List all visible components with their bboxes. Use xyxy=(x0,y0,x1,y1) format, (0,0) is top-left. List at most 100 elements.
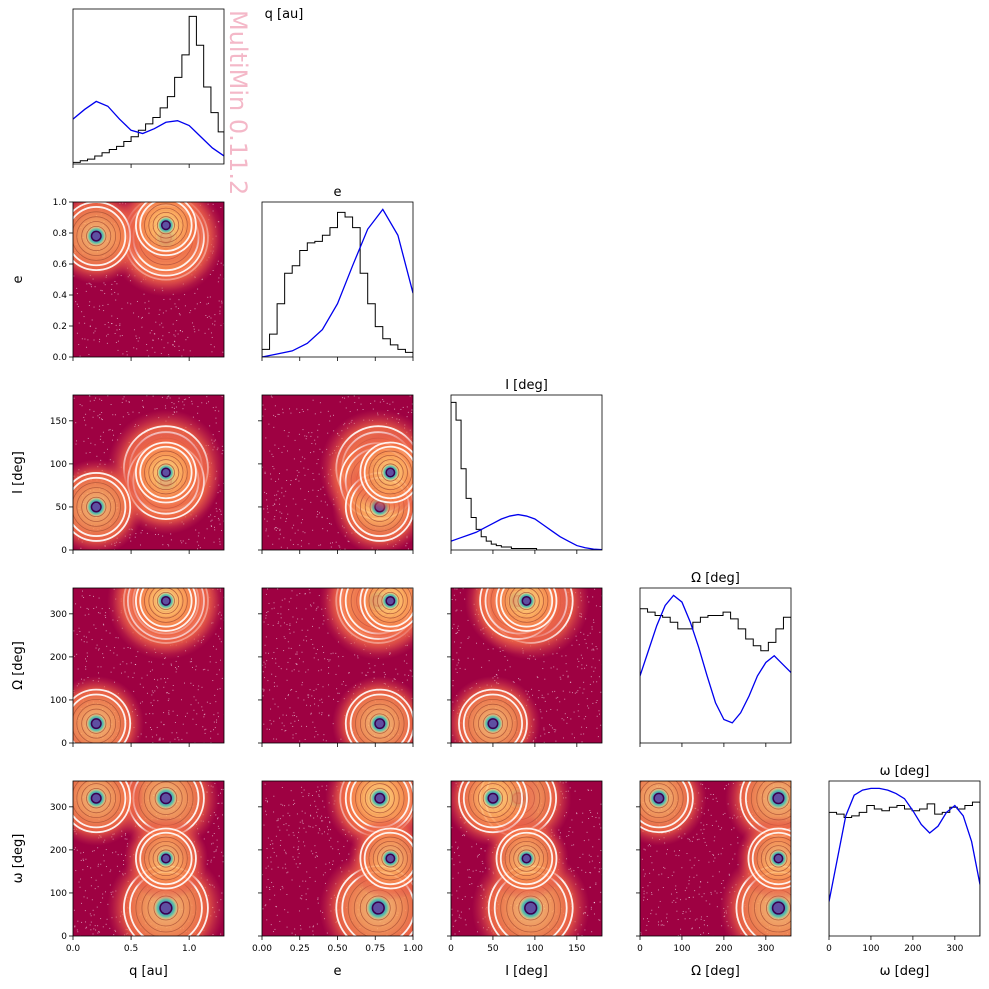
sample-point xyxy=(265,528,267,530)
sample-point xyxy=(265,904,267,906)
x-tick-label: 1.00 xyxy=(403,944,423,954)
sample-point xyxy=(220,788,222,790)
sample-point xyxy=(676,910,678,912)
sample-point xyxy=(267,511,269,513)
sample-point xyxy=(586,664,588,666)
contour-line xyxy=(76,781,117,819)
sample-point xyxy=(592,658,594,660)
contour-line xyxy=(148,840,184,877)
sample-point xyxy=(298,840,300,842)
sample-point xyxy=(285,851,287,853)
sample-point xyxy=(183,682,185,684)
sample-point xyxy=(273,738,275,740)
sample-point xyxy=(309,877,311,879)
sample-point xyxy=(92,933,94,935)
sample-point xyxy=(164,678,166,680)
sample-point xyxy=(189,312,191,314)
sample-point xyxy=(213,721,215,723)
sample-point xyxy=(411,411,413,413)
sample-point xyxy=(101,418,103,420)
sample-point xyxy=(452,685,454,687)
sample-point xyxy=(151,669,153,671)
sample-point xyxy=(114,332,116,334)
sample-point xyxy=(287,641,289,643)
sample-point xyxy=(321,698,323,700)
sample-point xyxy=(151,661,153,663)
sample-point xyxy=(689,918,691,920)
sample-point xyxy=(507,659,509,661)
sample-point xyxy=(165,310,167,312)
sample-point xyxy=(122,661,124,663)
sample-point xyxy=(312,853,314,855)
sample-point xyxy=(283,725,285,727)
sample-point xyxy=(267,837,269,839)
sample-point xyxy=(196,541,198,543)
sample-point xyxy=(316,923,318,925)
sample-point xyxy=(178,401,180,403)
contour-line xyxy=(364,783,395,814)
sample-point xyxy=(193,328,195,330)
sample-point xyxy=(598,871,600,873)
sample-point xyxy=(181,542,183,544)
sample-point xyxy=(202,709,204,711)
sample-point xyxy=(85,658,87,660)
sample-point xyxy=(276,685,278,687)
sample-point xyxy=(285,505,287,507)
sample-point xyxy=(93,339,95,341)
sample-point xyxy=(264,663,266,665)
sample-point xyxy=(301,508,303,510)
sample-point xyxy=(94,888,96,890)
sample-point xyxy=(101,399,103,401)
sample-point xyxy=(293,458,295,460)
sample-point xyxy=(116,283,118,285)
sample-point xyxy=(322,686,324,688)
x-tick-label: 1.0 xyxy=(182,944,197,954)
sample-point xyxy=(210,730,212,732)
sample-point xyxy=(319,699,321,701)
sample-point xyxy=(666,913,668,915)
sample-point xyxy=(568,830,570,832)
contour-line xyxy=(73,211,121,261)
sample-point xyxy=(295,691,297,693)
sample-point xyxy=(76,653,78,655)
sample-point xyxy=(100,289,102,291)
sample-point xyxy=(262,415,264,417)
panel-frame xyxy=(72,8,225,165)
sample-point xyxy=(673,850,675,852)
sample-point xyxy=(86,346,88,348)
sample-point xyxy=(215,417,217,419)
sample-point xyxy=(571,644,573,646)
sample-point xyxy=(311,432,313,434)
y-tick-label: 300 xyxy=(50,610,67,620)
sample-point xyxy=(595,605,597,607)
sample-point xyxy=(314,880,316,882)
sample-point xyxy=(105,335,107,337)
sample-point xyxy=(577,666,579,668)
sample-point xyxy=(263,689,265,691)
sample-point xyxy=(175,667,177,669)
sample-point xyxy=(321,516,323,518)
sample-point xyxy=(411,675,413,677)
sample-point xyxy=(313,657,315,659)
sample-point xyxy=(103,624,105,626)
sample-point xyxy=(302,661,304,663)
sample-point xyxy=(327,632,329,634)
sample-point xyxy=(195,665,197,667)
sample-point xyxy=(649,872,651,874)
sample-point xyxy=(175,330,177,332)
sample-point xyxy=(304,499,306,501)
sample-point xyxy=(452,627,454,629)
sample-point xyxy=(117,854,119,856)
contour-line xyxy=(152,845,180,872)
sample-point xyxy=(88,305,90,307)
sample-point xyxy=(154,333,156,335)
sample-point xyxy=(451,858,453,860)
sample-point xyxy=(455,610,457,612)
sample-point xyxy=(166,692,168,694)
sample-point xyxy=(585,871,587,873)
sample-point xyxy=(98,931,100,933)
sample-point xyxy=(291,590,293,592)
sample-point xyxy=(173,407,175,409)
sample-point xyxy=(370,402,372,404)
panel-frame xyxy=(72,587,225,744)
